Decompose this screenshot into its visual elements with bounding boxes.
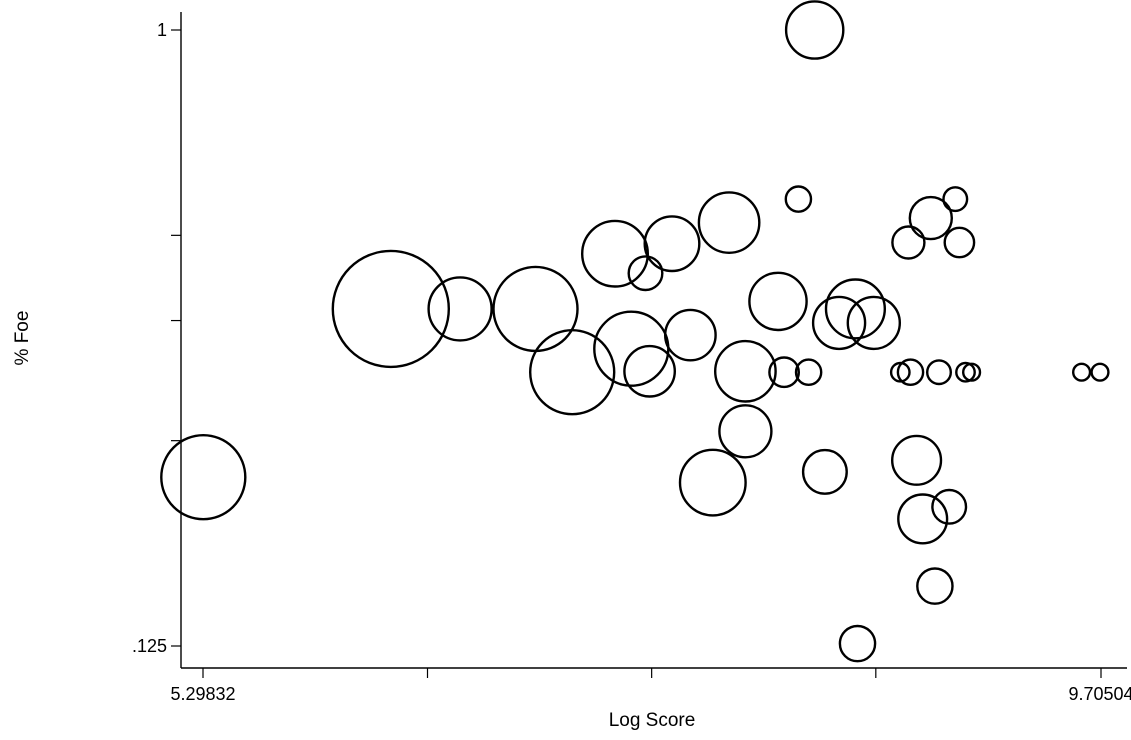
data-point: [961, 362, 982, 382]
data-point: [931, 488, 968, 525]
data-point: [160, 434, 247, 521]
data-points: [160, 0, 1110, 663]
data-point: [890, 434, 943, 486]
data-point: [897, 493, 949, 545]
data-point: [427, 276, 493, 342]
data-point: [593, 310, 670, 387]
x-tick-label: 5.29832: [170, 684, 235, 704]
data-point: [331, 249, 450, 369]
data-point: [718, 404, 773, 459]
data-point: [627, 255, 664, 292]
data-point: [891, 225, 926, 260]
y-axis-title: % Foe: [12, 311, 33, 366]
data-point: [942, 186, 969, 213]
axis-ticks: 5.29832 9.70504 .125 1: [132, 20, 1131, 704]
x-tick-label: 9.70504: [1068, 684, 1131, 704]
data-point: [784, 0, 845, 60]
x-axis-title: Log Score: [609, 710, 696, 731]
data-point: [697, 191, 761, 255]
data-point: [643, 215, 701, 273]
data-point: [623, 344, 676, 398]
data-point: [896, 358, 925, 387]
data-point: [846, 295, 901, 351]
data-point: [678, 448, 747, 517]
data-point: [811, 295, 867, 351]
data-point: [1071, 362, 1092, 382]
data-point: [714, 339, 777, 403]
y-tick-label: 1: [157, 20, 167, 40]
data-point: [838, 624, 877, 663]
data-point: [801, 448, 848, 495]
data-point: [794, 358, 823, 387]
y-tick-label: .125: [132, 636, 167, 656]
data-point: [943, 226, 976, 259]
data-point: [955, 361, 976, 383]
data-point: [784, 185, 813, 213]
data-point: [748, 271, 808, 332]
data-point: [824, 278, 886, 340]
data-point: [664, 308, 717, 362]
data-point: [916, 567, 954, 605]
data-point: [768, 356, 800, 389]
data-point: [581, 219, 650, 288]
data-point: [492, 265, 579, 353]
data-point: [908, 195, 953, 241]
data-point: [926, 359, 953, 386]
data-point: [529, 329, 616, 416]
data-point: [1090, 362, 1110, 382]
